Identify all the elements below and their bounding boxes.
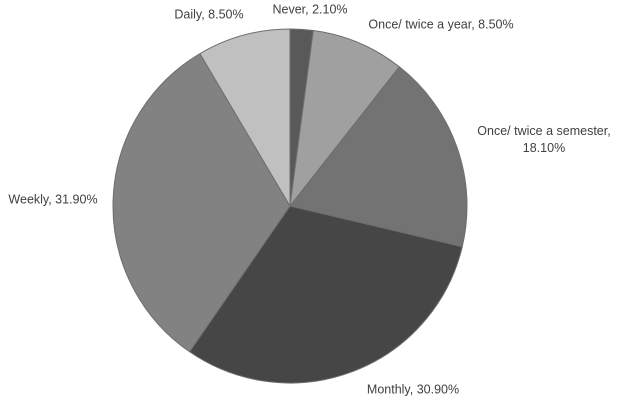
slice-label-once-twice-a-year: Once/ twice a year, 8.50%: [368, 17, 514, 32]
slice-label-never: Never, 2.10%: [272, 2, 348, 17]
slice-label-daily: Daily, 8.50%: [174, 7, 244, 22]
pie-slice-daily: [199, 28, 291, 207]
pie-slice-once-twice-a-year: [289, 30, 400, 207]
pie-slice-monthly: [189, 205, 463, 384]
slice-label-weekly: Weekly, 31.90%: [8, 192, 98, 207]
pie-slice-weekly: [112, 53, 291, 353]
pie-slices: [112, 28, 468, 384]
slice-label-once-twice-a-semester: Once/ twice a semester, 18.10%: [477, 124, 611, 155]
pie-slice-once-twice-a-semester: [289, 66, 468, 248]
slice-label-monthly: Monthly, 30.90%: [366, 382, 460, 397]
